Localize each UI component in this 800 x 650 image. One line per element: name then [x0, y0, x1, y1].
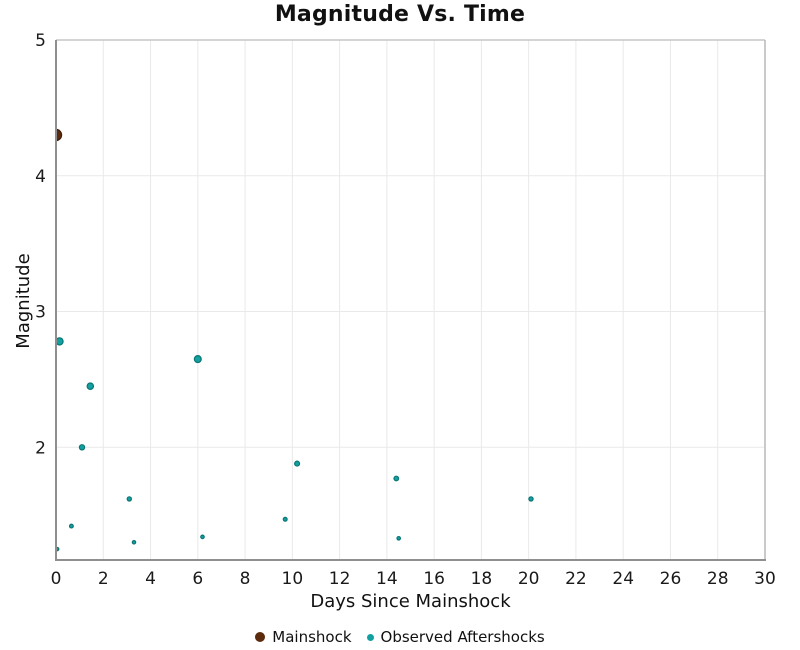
y-tick-label: 4: [35, 167, 46, 187]
data-point-observed-aftershocks: [282, 516, 288, 522]
x-tick-label: 16: [423, 569, 445, 589]
legend-marker-observed-aftershocks-icon: [366, 633, 374, 641]
x-tick-label: 12: [329, 569, 351, 589]
x-tick-label: 8: [240, 569, 251, 589]
legend-marker-mainshock-icon: [255, 632, 266, 642]
x-tick-label: 22: [565, 569, 587, 589]
panel-border: [56, 39, 766, 560]
chart-title: Magnitude Vs. Time: [274, 2, 526, 27]
x-tick-label: 20: [518, 569, 540, 589]
data-point-observed-aftershocks: [193, 355, 202, 364]
x-tick-label: 2: [98, 569, 109, 589]
legend-item-mainshock: Mainshock: [255, 628, 352, 646]
legend-item-observed-aftershocks: Observed Aftershocks: [366, 628, 545, 646]
x-tick-label: 30: [754, 569, 776, 589]
x-tick-label: 6: [192, 569, 203, 589]
x-tick-label: 26: [660, 569, 682, 589]
y-tick-label: 2: [35, 438, 46, 458]
data-point-observed-aftershocks: [78, 444, 86, 451]
data-point-observed-aftershocks: [86, 382, 95, 390]
y-tick-label: 3: [35, 303, 46, 323]
data-point-observed-aftershocks: [131, 540, 137, 545]
data-point-observed-aftershocks: [528, 496, 534, 502]
x-tick-label: 0: [51, 569, 62, 589]
y-tick-label: 5: [35, 31, 46, 51]
x-tick-label: 24: [612, 569, 634, 589]
x-tick-label: 28: [707, 569, 729, 589]
data-point-observed-aftershocks: [396, 535, 402, 541]
x-tick-label: 18: [471, 569, 493, 589]
x-tick-label: 14: [376, 569, 398, 589]
data-point-observed-aftershocks: [393, 475, 400, 482]
y-axis-title: Magnitude: [13, 253, 34, 349]
data-point-observed-aftershocks: [56, 337, 64, 346]
legend-label: Observed Aftershocks: [380, 628, 545, 646]
x-tick-label: 4: [145, 569, 156, 589]
data-point-observed-aftershocks: [294, 460, 301, 467]
data-point-observed-aftershocks: [68, 523, 74, 529]
x-tick-label: 10: [282, 569, 304, 589]
data-point-observed-aftershocks: [200, 534, 205, 540]
legend: Mainshock Observed Aftershocks: [0, 624, 800, 650]
legend-label: Mainshock: [272, 628, 352, 646]
data-points: [56, 128, 534, 552]
data-point-mainshock: [56, 128, 63, 142]
x-axis-title: Days Since Mainshock: [310, 591, 511, 612]
gridlines: [56, 39, 766, 560]
data-point-observed-aftershocks: [126, 496, 133, 502]
